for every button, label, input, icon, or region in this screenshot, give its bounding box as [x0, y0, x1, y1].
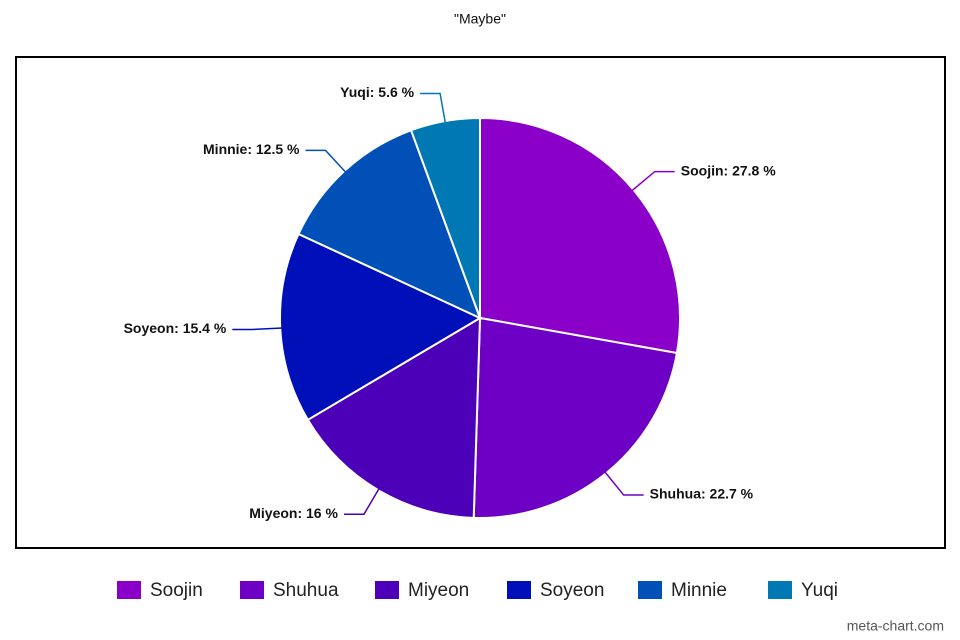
- credit: meta-chart.com: [847, 618, 944, 634]
- leader-line: [232, 327, 283, 331]
- leader-line: [604, 471, 644, 496]
- legend-swatch: [375, 581, 399, 599]
- legend-label: Soyeon: [540, 580, 604, 601]
- data-label: Minnie: 12.5 %: [203, 141, 300, 157]
- legend-swatch: [638, 581, 662, 599]
- data-label: Yuqi: 5.6 %: [340, 84, 414, 100]
- legend-label: Miyeon: [408, 580, 469, 601]
- pie-slice: [479, 116, 681, 355]
- data-label: Shuhua: 22.7 %: [650, 486, 754, 502]
- legend-swatch: [507, 581, 531, 599]
- data-label: Miyeon: 16 %: [249, 505, 338, 521]
- legend-label: Minnie: [671, 580, 727, 601]
- leader-line: [420, 92, 447, 124]
- plot-frame: [15, 56, 946, 549]
- data-label: Soyeon: 15.4 %: [124, 320, 227, 336]
- legend-swatch: [117, 581, 141, 599]
- legend-label: Shuhua: [273, 580, 339, 601]
- data-label: Soojin: 27.8 %: [681, 162, 776, 178]
- legend-label: Soojin: [150, 580, 203, 601]
- chart-title: "Maybe": [454, 11, 506, 27]
- legend-swatch: [240, 581, 264, 599]
- legend-swatch: [768, 581, 792, 599]
- leader-line: [305, 149, 347, 173]
- legend-label: Yuqi: [801, 580, 838, 601]
- leader-line: [343, 488, 380, 515]
- pie-slice: [472, 316, 679, 519]
- leader-line: [631, 170, 675, 192]
